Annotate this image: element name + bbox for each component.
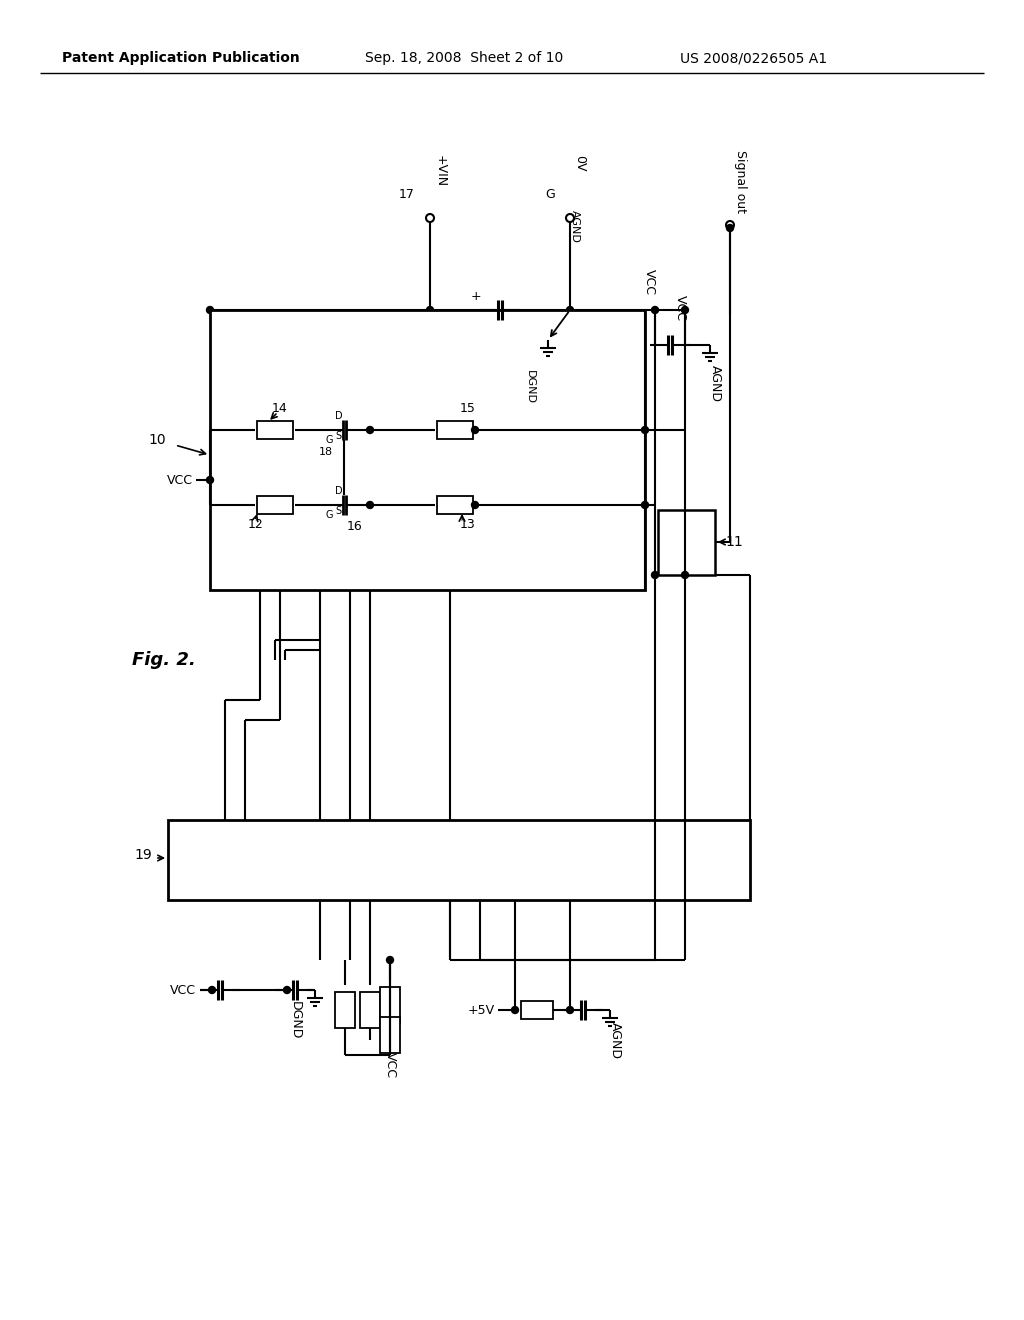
Text: S: S <box>335 506 341 516</box>
Circle shape <box>641 426 648 433</box>
Text: D: D <box>335 411 343 421</box>
Circle shape <box>284 986 291 994</box>
Text: DGND: DGND <box>289 1001 301 1039</box>
Bar <box>210 310 645 590</box>
Text: G: G <box>326 436 333 445</box>
Circle shape <box>651 572 658 578</box>
Text: VCC: VCC <box>642 269 655 294</box>
Bar <box>257 421 293 440</box>
Circle shape <box>471 426 478 433</box>
Circle shape <box>566 306 573 314</box>
Text: VCC: VCC <box>167 474 193 487</box>
Text: +: + <box>471 289 481 302</box>
Circle shape <box>512 1006 518 1014</box>
Text: 17: 17 <box>399 189 415 202</box>
Circle shape <box>427 306 433 314</box>
Bar <box>257 496 293 513</box>
Bar <box>360 993 380 1028</box>
Text: AGND: AGND <box>709 366 722 403</box>
Circle shape <box>726 224 733 231</box>
Text: Patent Application Publication: Patent Application Publication <box>62 51 300 65</box>
Bar <box>437 496 473 513</box>
Circle shape <box>209 986 215 994</box>
Text: 18: 18 <box>318 447 333 457</box>
Text: Signal out: Signal out <box>733 150 746 213</box>
Text: G: G <box>545 189 555 202</box>
Text: Fig. 2.: Fig. 2. <box>132 651 196 669</box>
Circle shape <box>386 957 393 964</box>
Text: 14: 14 <box>272 401 288 414</box>
Text: 12: 12 <box>248 519 264 532</box>
Bar <box>658 510 715 576</box>
Circle shape <box>682 572 688 578</box>
Bar <box>380 987 400 1023</box>
Text: 19: 19 <box>134 847 152 862</box>
Text: AGND: AGND <box>608 1022 622 1059</box>
Bar <box>335 993 355 1028</box>
Circle shape <box>682 306 688 314</box>
Text: AGND: AGND <box>570 210 580 243</box>
Text: +5V: +5V <box>468 1003 495 1016</box>
Text: 13: 13 <box>460 519 476 532</box>
Text: VCC: VCC <box>674 294 686 321</box>
Bar <box>168 820 750 900</box>
Text: 15: 15 <box>460 401 476 414</box>
Circle shape <box>207 306 213 314</box>
Circle shape <box>566 1006 573 1014</box>
Text: DGND: DGND <box>525 370 535 404</box>
Text: D: D <box>335 486 343 496</box>
Text: 10: 10 <box>148 433 166 447</box>
Bar <box>437 421 473 440</box>
Circle shape <box>367 426 374 433</box>
Text: VCC: VCC <box>384 1052 396 1078</box>
Text: 0V: 0V <box>573 154 587 172</box>
Text: Sep. 18, 2008  Sheet 2 of 10: Sep. 18, 2008 Sheet 2 of 10 <box>365 51 563 65</box>
Bar <box>521 1001 553 1019</box>
Circle shape <box>651 306 658 314</box>
Text: 16: 16 <box>347 520 362 533</box>
Circle shape <box>641 502 648 508</box>
Text: 11: 11 <box>725 535 742 549</box>
Bar <box>380 1016 400 1053</box>
Circle shape <box>471 502 478 508</box>
Circle shape <box>207 477 213 483</box>
Circle shape <box>367 502 374 508</box>
Text: US 2008/0226505 A1: US 2008/0226505 A1 <box>680 51 827 65</box>
Text: VCC: VCC <box>170 983 196 997</box>
Text: G: G <box>326 510 333 520</box>
Text: +VIN: +VIN <box>433 154 446 187</box>
Text: S: S <box>335 432 341 441</box>
